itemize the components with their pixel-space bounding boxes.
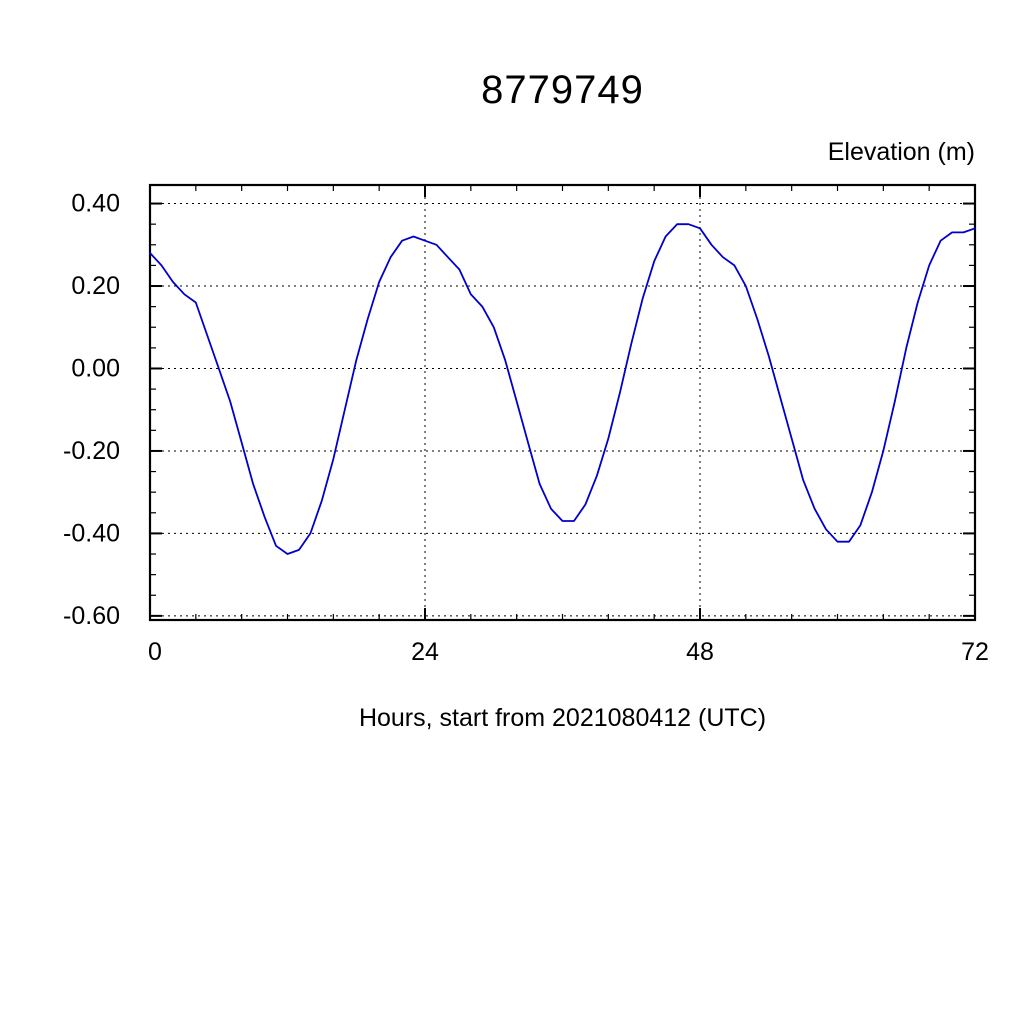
y-tick-label: 0.40 bbox=[71, 190, 120, 218]
chart-title: 8779749 bbox=[481, 68, 644, 112]
x-tick-label: 24 bbox=[411, 638, 439, 666]
y-tick-label: -0.60 bbox=[63, 602, 120, 630]
x-tick-label: 0 bbox=[148, 638, 162, 666]
x-axis-title: Hours, start from 2021080412 (UTC) bbox=[358, 704, 767, 732]
y-tick-label: 0.20 bbox=[71, 272, 120, 300]
y-axis-title: Elevation (m) bbox=[827, 138, 975, 166]
y-tick-label: -0.20 bbox=[63, 437, 120, 465]
plot-frame bbox=[148, 183, 977, 622]
x-tick-label: 48 bbox=[686, 638, 714, 666]
x-tick-label: 72 bbox=[961, 638, 989, 666]
elevation-series-line bbox=[149, 223, 976, 555]
y-tick-label: -0.40 bbox=[63, 519, 120, 547]
y-tick-label: 0.00 bbox=[71, 354, 120, 382]
